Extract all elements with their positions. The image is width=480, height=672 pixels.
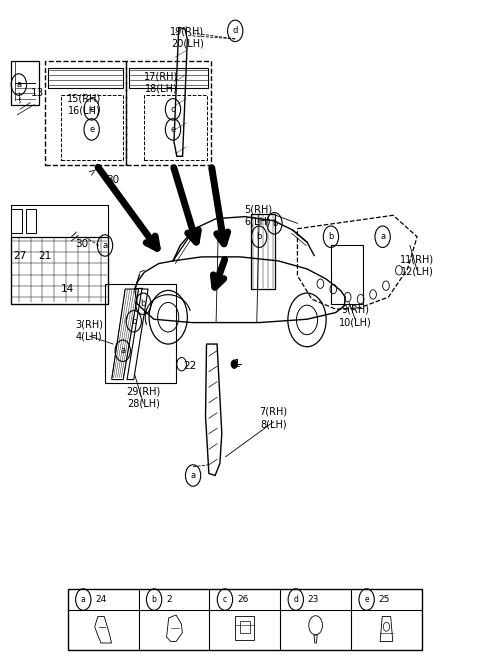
Text: 21: 21 <box>38 251 51 261</box>
Circle shape <box>231 360 237 368</box>
Text: a: a <box>191 471 196 480</box>
Text: e: e <box>364 595 369 604</box>
Text: b: b <box>131 317 136 326</box>
Text: e: e <box>89 125 94 134</box>
Text: d: d <box>232 26 238 36</box>
Text: 26: 26 <box>237 595 248 604</box>
Text: c: c <box>171 105 175 114</box>
Text: a: a <box>120 346 125 355</box>
Text: b: b <box>256 233 262 241</box>
Text: 2: 2 <box>166 595 172 604</box>
Text: 30: 30 <box>106 175 119 185</box>
Text: 25: 25 <box>379 595 390 604</box>
Text: 27: 27 <box>13 251 26 261</box>
Text: 29(RH)
28(LH): 29(RH) 28(LH) <box>126 386 160 409</box>
Text: 9(RH)
10(LH): 9(RH) 10(LH) <box>339 304 372 327</box>
Text: 3(RH)
4(LH): 3(RH) 4(LH) <box>75 319 103 342</box>
Text: a: a <box>102 241 108 250</box>
Text: e: e <box>170 125 176 134</box>
Text: 19(RH)
20(LH): 19(RH) 20(LH) <box>170 26 204 49</box>
Text: b: b <box>141 299 146 308</box>
Text: 13: 13 <box>30 88 44 98</box>
Text: 11(RH)
12(LH): 11(RH) 12(LH) <box>400 255 434 277</box>
Text: 30: 30 <box>75 239 88 249</box>
Text: a: a <box>16 80 22 89</box>
Text: 7(RH)
8(LH): 7(RH) 8(LH) <box>260 407 288 429</box>
Text: 24: 24 <box>95 595 107 604</box>
Text: a: a <box>81 595 85 604</box>
Text: b: b <box>272 219 277 228</box>
Text: d: d <box>293 595 298 604</box>
Text: 23: 23 <box>308 595 319 604</box>
Text: 5(RH)
6(LH): 5(RH) 6(LH) <box>244 204 272 226</box>
Text: 22: 22 <box>183 361 197 371</box>
Text: a: a <box>380 233 385 241</box>
Text: 14: 14 <box>61 284 74 294</box>
Text: 17(RH)
18(LH): 17(RH) 18(LH) <box>144 71 178 93</box>
Text: 1: 1 <box>234 359 241 369</box>
Text: b: b <box>328 233 334 241</box>
Text: 15(RH)
16(LH): 15(RH) 16(LH) <box>67 93 102 116</box>
Text: b: b <box>152 595 156 604</box>
Text: c: c <box>89 105 94 114</box>
Text: c: c <box>223 595 227 604</box>
